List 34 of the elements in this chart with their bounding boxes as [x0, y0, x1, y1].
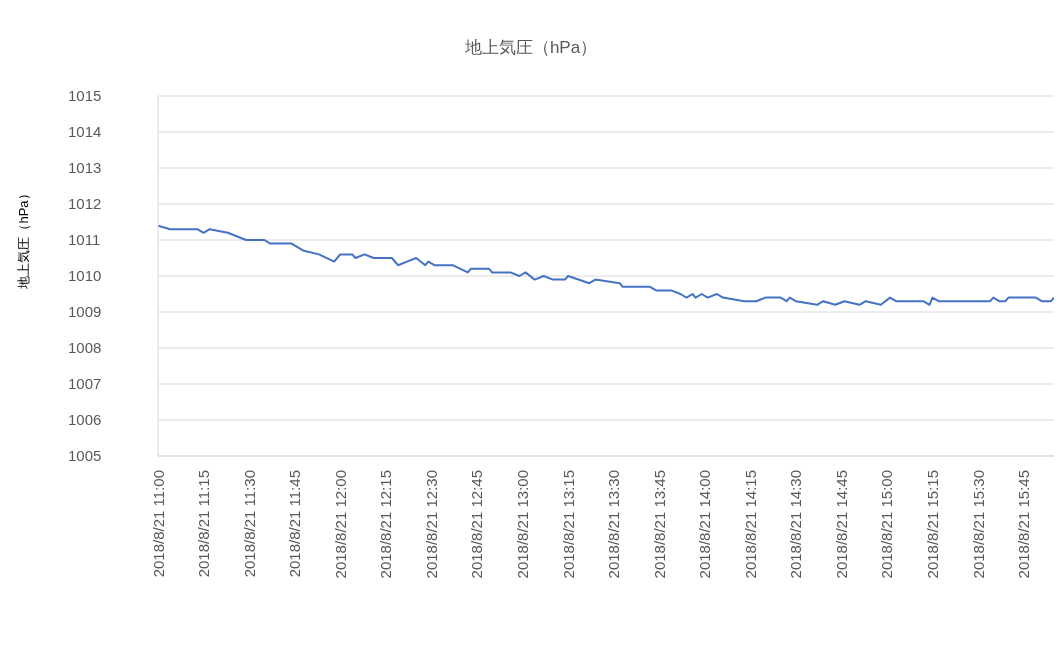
x-tick-label: 2018/8/21 11:15 — [195, 470, 213, 578]
x-tick-label: 2018/8/21 12:15 — [377, 470, 395, 579]
x-tick-label: 2018/8/21 13:15 — [559, 470, 577, 579]
y-tick-label: 1006 — [68, 411, 102, 429]
x-tick-label: 2018/8/21 13:45 — [650, 470, 668, 579]
x-tick-label: 2018/8/21 11:00 — [149, 470, 167, 578]
y-tick-label: 1011 — [68, 231, 101, 249]
line-series — [158, 224, 1054, 306]
y-tick-label: 1009 — [68, 303, 102, 321]
x-tick-label: 2018/8/21 15:15 — [924, 470, 942, 579]
y-tick-label: 1010 — [68, 267, 102, 285]
x-tick-label: 2018/8/21 11:30 — [240, 470, 258, 578]
y-tick-label: 1013 — [68, 159, 102, 177]
y-tick-label: 1007 — [68, 375, 102, 393]
x-tick-label: 2018/8/21 14:00 — [696, 470, 714, 579]
y-tick-label: 1012 — [68, 195, 102, 213]
x-tick-label: 2018/8/21 12:45 — [468, 470, 486, 579]
y-tick-label: 1008 — [68, 339, 102, 357]
x-tick-label: 2018/8/21 12:30 — [422, 470, 440, 579]
x-tick-label: 2018/8/21 13:30 — [605, 470, 623, 579]
y-tick-label: 1014 — [68, 123, 102, 141]
x-tick-label: 2018/8/21 15:45 — [1015, 470, 1033, 579]
y-axis-title: 地上気圧（hPa） — [15, 187, 32, 289]
x-tick-label: 2018/8/21 14:45 — [832, 470, 850, 579]
x-tick-label: 2018/8/21 11:45 — [286, 470, 304, 578]
x-tick-label: 2018/8/21 14:30 — [787, 470, 805, 579]
x-tick-label: 2018/8/21 15:00 — [878, 470, 896, 579]
x-tick-label: 2018/8/21 13:00 — [513, 470, 531, 579]
x-tick-label: 2018/8/21 15:30 — [969, 470, 987, 579]
y-tick-label: 1005 — [68, 447, 102, 465]
x-tick-label: 2018/8/21 12:00 — [331, 470, 349, 579]
chart-title: 地上気圧（hPa） — [463, 37, 599, 59]
x-tick-label: 2018/8/21 14:15 — [741, 470, 759, 579]
y-tick-label: 1015 — [68, 87, 102, 105]
